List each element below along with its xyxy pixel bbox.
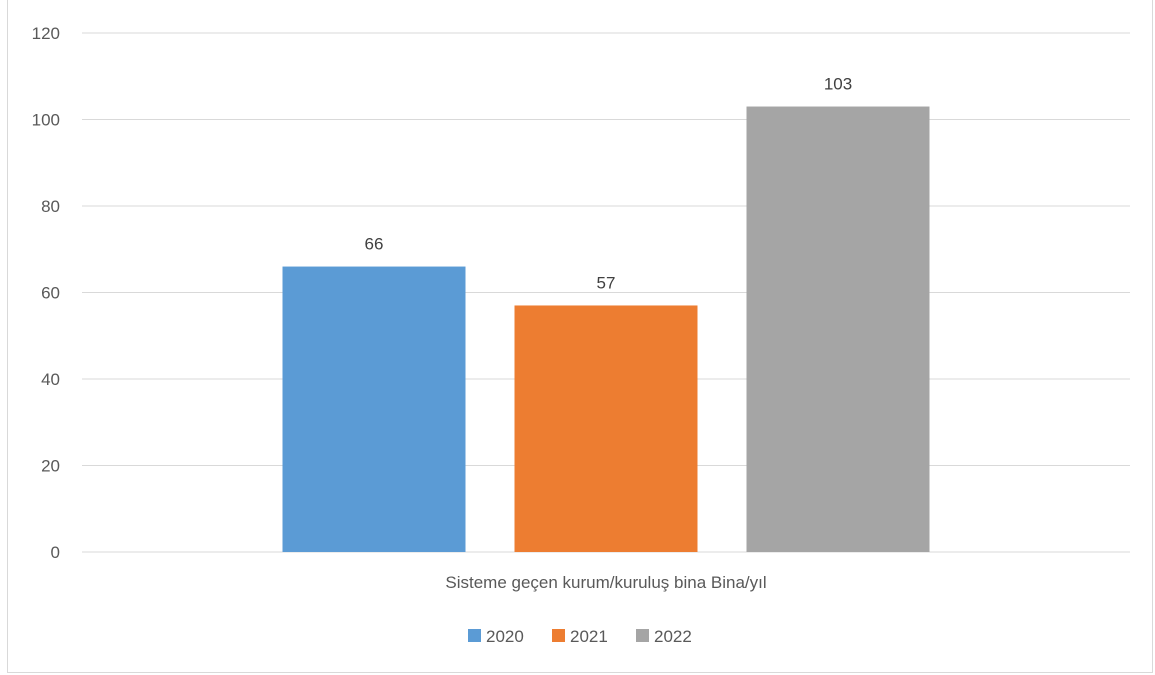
bar-2021 xyxy=(514,305,698,552)
data-label-2022: 103 xyxy=(824,75,852,94)
y-tick-label-100: 100 xyxy=(32,111,60,130)
y-tick-label-120: 120 xyxy=(32,24,60,43)
category-label: Sisteme geçen kurum/kuruluş bina Bina/yı… xyxy=(445,573,766,592)
y-tick-label-80: 80 xyxy=(41,197,60,216)
legend-swatch-2021 xyxy=(552,629,565,642)
y-axis-ticks: 0 20 40 60 80 100 120 xyxy=(32,24,60,562)
legend-swatch-2022 xyxy=(636,629,649,642)
bars xyxy=(282,106,930,553)
legend-label-2020: 2020 xyxy=(486,627,524,646)
legend-swatch-2020 xyxy=(468,629,481,642)
y-tick-label-0: 0 xyxy=(51,543,60,562)
data-labels: 66 57 103 xyxy=(365,75,853,293)
y-tick-label-60: 60 xyxy=(41,284,60,303)
legend-label-2021: 2021 xyxy=(570,627,608,646)
chart-frame xyxy=(7,0,1153,673)
bar-2020 xyxy=(282,266,466,552)
y-tick-label-20: 20 xyxy=(41,457,60,476)
data-label-2021: 57 xyxy=(597,273,616,292)
y-tick-label-40: 40 xyxy=(41,370,60,389)
bar-2022 xyxy=(746,106,930,553)
data-label-2020: 66 xyxy=(365,235,384,254)
legend-label-2022: 2022 xyxy=(654,627,692,646)
legend: 2020 2021 2022 xyxy=(468,627,692,646)
